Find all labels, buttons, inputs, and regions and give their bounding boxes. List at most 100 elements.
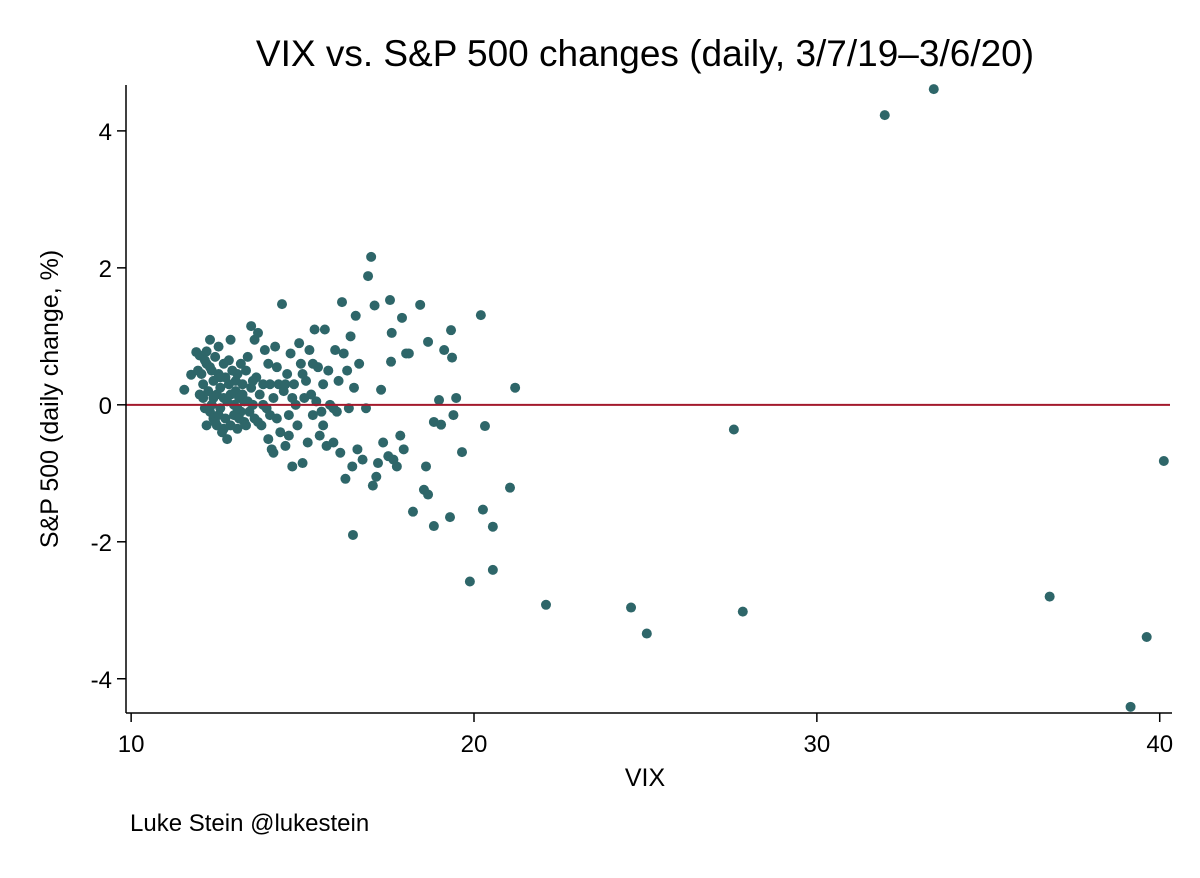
data-point	[289, 379, 299, 390]
data-point	[265, 410, 275, 421]
data-point	[479, 421, 490, 432]
data-point	[247, 375, 258, 386]
data-point	[464, 576, 475, 587]
data-point	[280, 440, 291, 451]
data-point	[318, 420, 329, 431]
data-point	[451, 392, 462, 403]
data-point	[235, 358, 246, 369]
data-point	[737, 606, 748, 617]
data-point	[418, 484, 429, 495]
data-point	[208, 392, 219, 403]
data-point	[316, 406, 327, 417]
data-point	[445, 512, 455, 523]
data-point	[457, 447, 467, 458]
data-point	[407, 506, 418, 517]
x-tick-label: 10	[118, 731, 145, 758]
data-point	[270, 341, 281, 352]
data-point	[282, 369, 293, 380]
data-point	[306, 389, 317, 400]
data-point	[215, 382, 226, 393]
data-point	[421, 461, 431, 472]
data-point	[280, 379, 291, 390]
data-point	[309, 324, 320, 335]
data-point	[225, 389, 236, 400]
data-point	[318, 379, 329, 390]
data-point	[253, 416, 263, 427]
data-point	[1125, 701, 1136, 712]
data-point	[363, 271, 374, 282]
data-point	[253, 327, 263, 338]
data-point	[297, 458, 308, 469]
x-tick-label: 20	[461, 731, 488, 758]
data-point	[338, 348, 349, 359]
data-point	[194, 389, 205, 400]
data-point	[307, 410, 318, 421]
data-point	[222, 434, 233, 445]
data-point	[378, 437, 389, 448]
data-point	[337, 297, 347, 308]
data-point	[350, 310, 361, 321]
data-point	[297, 369, 308, 380]
data-point	[391, 461, 402, 472]
data-point	[258, 379, 269, 390]
y-tick-label: 4	[99, 119, 112, 146]
y-tick-label: 0	[99, 393, 112, 420]
chart-title: VIX vs. S&P 500 changes (daily, 3/7/19–3…	[256, 33, 1034, 74]
data-point	[179, 384, 190, 395]
data-point	[439, 345, 450, 356]
data-point	[626, 602, 637, 613]
data-point	[302, 437, 313, 448]
data-point	[246, 321, 257, 332]
data-point	[283, 430, 294, 441]
data-point	[376, 384, 387, 395]
data-point	[205, 334, 215, 345]
data-point	[345, 331, 356, 342]
data-point	[268, 392, 279, 403]
data-point	[287, 392, 298, 403]
data-point	[335, 447, 346, 458]
data-point	[241, 420, 251, 431]
data-point	[241, 365, 251, 376]
data-point	[340, 473, 351, 484]
points-layer	[179, 84, 1169, 712]
data-point	[541, 599, 551, 610]
data-point	[879, 110, 890, 121]
data-point	[487, 564, 498, 575]
data-point	[213, 410, 224, 421]
data-point	[397, 312, 407, 323]
data-point	[232, 423, 243, 434]
data-point	[434, 395, 445, 406]
data-point	[367, 480, 378, 491]
data-point	[265, 379, 275, 390]
data-point	[347, 461, 358, 472]
data-point	[193, 365, 203, 376]
data-point	[428, 416, 439, 427]
data-point	[203, 386, 214, 397]
data-point	[342, 365, 353, 376]
data-point	[333, 375, 344, 386]
data-point	[201, 420, 212, 431]
data-point	[447, 352, 458, 363]
data-point	[319, 324, 330, 335]
data-point	[477, 504, 488, 515]
data-point	[275, 427, 286, 438]
data-point	[1141, 631, 1152, 642]
data-point	[386, 327, 397, 338]
data-point	[287, 461, 298, 472]
data-point	[423, 336, 434, 347]
data-point	[928, 84, 939, 95]
data-point	[259, 345, 270, 356]
data-point	[369, 300, 380, 311]
data-point	[371, 471, 382, 482]
data-point	[448, 410, 459, 421]
data-point	[403, 348, 414, 359]
data-point	[292, 420, 303, 431]
data-point	[273, 379, 284, 390]
data-point	[271, 362, 282, 373]
y-ticks: -4 -2 0 2 4	[91, 119, 126, 694]
y-tick-label: -2	[91, 530, 112, 557]
data-point	[641, 628, 652, 639]
data-point	[475, 310, 486, 321]
data-point	[263, 434, 274, 445]
data-point	[487, 521, 498, 532]
